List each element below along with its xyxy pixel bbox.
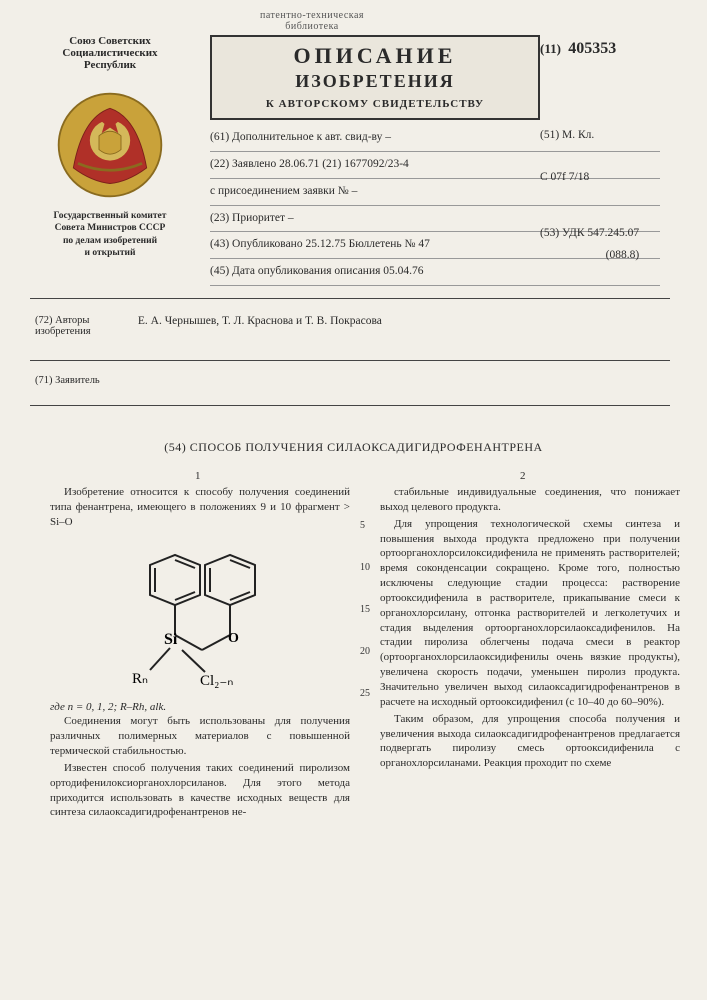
- meta-51-value: C 07f 7/18: [540, 167, 639, 189]
- title-certificate: К АВТОРСКОМУ СВИДЕТЕЛЬСТВУ: [220, 98, 530, 110]
- rule-1: [30, 298, 670, 299]
- patent-title: (54) СПОСОБ ПОЛУЧЕНИЯ СИЛАОКСАДИГИДРОФЕН…: [0, 440, 707, 455]
- col2-para-2: Для упрощения технологической схемы синт…: [380, 517, 680, 710]
- authors-names: Е. А. Чернышев, Т. Л. Краснова и Т. В. П…: [138, 315, 382, 327]
- metadata-right: (51) М. Кл. C 07f 7/18 (53) УДК 547.245.…: [540, 125, 639, 266]
- column-2: стабильные индивидуальные соединения, чт…: [380, 485, 680, 773]
- col1-where: где n = 0, 1, 2; R–Rh, alk.: [50, 700, 350, 715]
- col2-para-1: стабильные индивидуальные соединения, чт…: [380, 485, 680, 515]
- column-1: Изобретение относится к способу получени…: [50, 485, 350, 822]
- col1-para-3: Известен способ получения таких соединен…: [50, 761, 350, 820]
- committee-label: Государственный комитет Совета Министров…: [30, 210, 190, 259]
- library-stamp: патентно-техническая библиотека: [260, 10, 364, 32]
- formula-cl: Cl₂₋ₙ: [200, 673, 233, 689]
- title-box: ОПИСАНИЕ ИЗОБРЕТЕНИЯ К АВТОРСКОМУ СВИДЕТ…: [210, 35, 540, 120]
- formula-rn: Rₙ: [132, 671, 148, 687]
- patent-number: (11) 405353: [540, 40, 616, 58]
- rule-3: [30, 405, 670, 406]
- authors-label: (72) Авторы изобретения: [35, 315, 125, 337]
- col2-number: 2: [520, 470, 526, 482]
- chemical-formula: Si O Rₙ Cl₂₋ₙ: [110, 540, 290, 690]
- applicant-label: (71) Заявитель: [35, 375, 100, 386]
- formula-o: O: [228, 631, 239, 646]
- title-main: ОПИСАНИЕ: [220, 43, 530, 69]
- col2-para-3: Таким образом, для упрощения способа пол…: [380, 712, 680, 771]
- col1-number: 1: [195, 470, 201, 482]
- patent-number-label: (11): [540, 41, 561, 56]
- col1-para-1: Изобретение относится к способу получени…: [50, 485, 350, 530]
- patent-number-value: 405353: [568, 40, 616, 57]
- meta-53: (53) УДК 547.245.07 (088.8): [540, 223, 639, 267]
- title-sub: ИЗОБРЕТЕНИЯ: [220, 71, 530, 92]
- meta-51-label: (51) М. Кл.: [540, 125, 639, 147]
- rule-2: [30, 360, 670, 361]
- col1-para-2: Соединения могут быть использованы для п…: [50, 714, 350, 759]
- authors-block: (72) Авторы изобретения Е. А. Чернышев, …: [35, 315, 675, 337]
- ussr-emblem-icon: [55, 90, 165, 200]
- ussr-header: Союз Советских Социалистических Республи…: [40, 35, 180, 71]
- formula-si: Si: [164, 631, 178, 648]
- patent-page: патентно-техническая библиотека Союз Сов…: [0, 0, 707, 1000]
- line-numbers: 510152025: [360, 505, 370, 715]
